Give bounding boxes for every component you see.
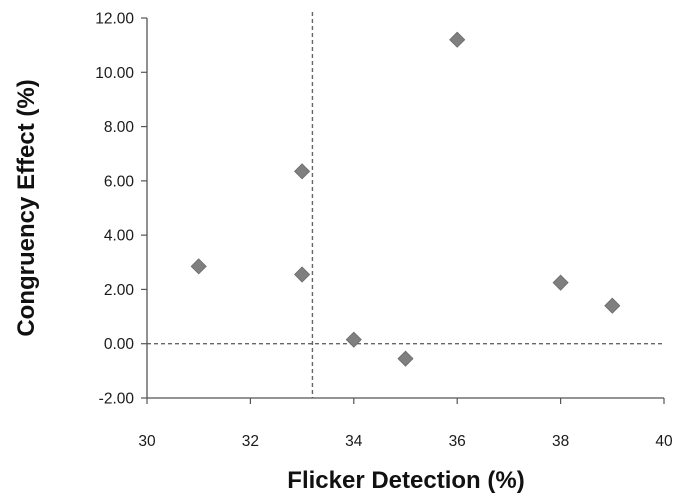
y-tick-label: 4.00 [104, 228, 135, 245]
x-tick-label: 32 [242, 433, 259, 450]
data-point-diamond [294, 163, 311, 180]
x-tick-label: 40 [655, 433, 673, 450]
y-tick-label: 2.00 [104, 282, 135, 299]
y-tick-label: 10.00 [95, 65, 134, 82]
reference-lines [147, 12, 664, 398]
x-tick-label: 30 [138, 433, 156, 450]
data-point-diamond [552, 274, 569, 291]
y-tick-label: 0.00 [104, 336, 135, 353]
x-tick-label: 34 [345, 433, 363, 450]
y-tick-label: 8.00 [104, 119, 135, 136]
data-point-diamond [345, 331, 362, 348]
data-points [190, 31, 621, 367]
axes [146, 18, 664, 399]
y-tick-label: -2.00 [99, 391, 135, 408]
x-tick-label: 36 [449, 433, 466, 450]
x-tick-label: 38 [552, 433, 569, 450]
y-tick-label: 12.00 [95, 11, 134, 28]
data-point-diamond [294, 266, 311, 283]
x-tick-labels: 30 32 34 36 38 40 [138, 398, 673, 450]
x-axis-title: Flicker Detection (%) [287, 467, 524, 494]
data-point-diamond [449, 31, 466, 48]
data-point-diamond [397, 350, 414, 367]
y-tick-labels: 12.00 10.00 8.00 6.00 4.00 2.00 0.00 -2.00 [95, 11, 147, 408]
data-point-diamond [604, 297, 621, 314]
y-axis-title: Congruency Effect (%) [13, 79, 40, 336]
data-point-diamond [190, 258, 207, 275]
y-tick-label: 6.00 [104, 173, 135, 190]
